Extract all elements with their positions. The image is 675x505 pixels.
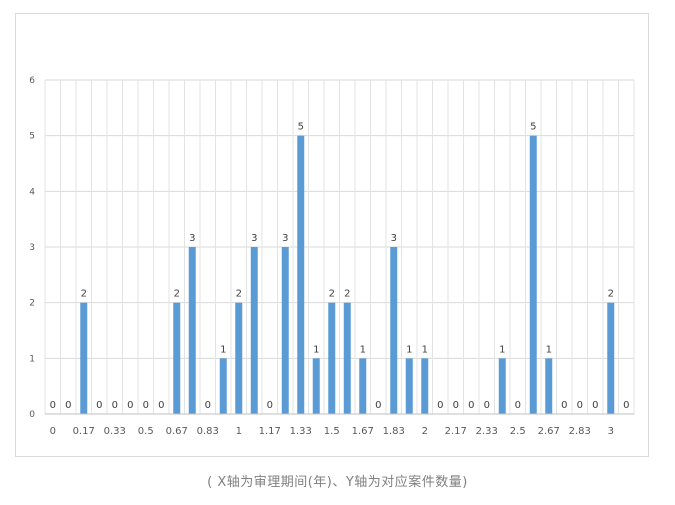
chart-caption: ( X轴为审理期间(年)、Y轴为对应案件数量): [207, 475, 468, 490]
bar: [328, 302, 336, 414]
data-label: 0: [437, 400, 443, 411]
y-tick-label: 4: [29, 187, 35, 197]
x-tick-label: 0.5: [138, 426, 154, 437]
x-tick-label: 0: [50, 426, 56, 437]
data-label: 0: [623, 400, 629, 411]
data-label: 0: [50, 400, 56, 411]
data-label: 0: [515, 400, 521, 411]
data-label: 0: [468, 400, 474, 411]
data-label: 2: [174, 289, 180, 300]
data-label: 3: [189, 233, 195, 244]
bar: [359, 358, 367, 414]
x-tick-label: 0.83: [197, 426, 219, 437]
bar: [80, 302, 88, 414]
data-label: 0: [65, 400, 71, 411]
bar: [421, 358, 429, 414]
bar: [405, 358, 413, 414]
data-label: 0: [158, 400, 164, 411]
data-label: 0: [205, 400, 211, 411]
y-tick-label: 1: [29, 354, 35, 364]
data-label: 5: [530, 122, 536, 133]
bar: [297, 135, 305, 414]
bar: [281, 247, 289, 414]
data-label: 1: [546, 344, 552, 355]
x-tick-label: 2.67: [538, 426, 560, 437]
data-label: 0: [127, 400, 133, 411]
data-label: 0: [577, 400, 583, 411]
data-label: 5: [298, 122, 304, 133]
bar: [607, 302, 615, 414]
data-label: 0: [112, 400, 118, 411]
data-label: 1: [422, 344, 428, 355]
data-label: 1: [313, 344, 319, 355]
bar: [312, 358, 320, 414]
data-label: 0: [484, 400, 490, 411]
x-tick-label: 1.5: [324, 426, 340, 437]
x-tick-label: 2: [422, 426, 428, 437]
x-tick-label: 2.83: [569, 426, 591, 437]
y-tick-label: 5: [29, 132, 35, 142]
x-tick-label: 0.33: [104, 426, 126, 437]
chart-frame: 0 1 2 3 4 5 6 0 0 0 2 0.17 0 0 0.33 0 0 0.5 0 2 0.67 3 0 0.83 1 2…: [15, 13, 649, 457]
x-tick-label: 1.17: [259, 426, 281, 437]
bar: [390, 247, 398, 414]
x-tick-label: 2.33: [476, 426, 498, 437]
x-tick-label: 1.33: [290, 426, 312, 437]
x-tick-label: 2.17: [445, 426, 467, 437]
data-label: 0: [592, 400, 598, 411]
data-label: 1: [360, 344, 366, 355]
data-label: 1: [406, 344, 412, 355]
data-label: 1: [220, 344, 226, 355]
data-label: 3: [391, 233, 397, 244]
x-tick-label: 1.67: [352, 426, 374, 437]
bar: [219, 358, 227, 414]
bar: [545, 358, 553, 414]
y-tick-label: 6: [29, 76, 35, 86]
x-tick-label: 0.17: [73, 426, 95, 437]
data-label: 2: [236, 289, 242, 300]
data-label: 3: [251, 233, 257, 244]
y-tick-label: 0: [29, 410, 35, 420]
data-label: 1: [499, 344, 505, 355]
data-label: 0: [375, 400, 381, 411]
bar: [188, 247, 196, 414]
bar: [250, 247, 258, 414]
data-label: 0: [143, 400, 149, 411]
bar: [498, 358, 506, 414]
x-tick-label: 0.67: [166, 426, 188, 437]
bar: [343, 302, 351, 414]
data-label: 0: [96, 400, 102, 411]
x-tick-label: 1.83: [383, 426, 405, 437]
bar: [173, 302, 181, 414]
data-label: 0: [561, 400, 567, 411]
data-label: 2: [344, 289, 350, 300]
data-label: 0: [267, 400, 273, 411]
y-tick-label: 2: [29, 299, 35, 309]
x-tick-label: 3: [608, 426, 614, 437]
x-tick-label: 1: [236, 426, 242, 437]
y-tick-label: 3: [29, 243, 35, 253]
bar: [235, 302, 243, 414]
data-label: 3: [282, 233, 288, 244]
data-label: 0: [453, 400, 459, 411]
data-label: 2: [81, 289, 87, 300]
data-label: 2: [608, 289, 614, 300]
bar: [529, 135, 537, 414]
data-label: 2: [329, 289, 335, 300]
x-tick-label: 2.5: [510, 426, 526, 437]
